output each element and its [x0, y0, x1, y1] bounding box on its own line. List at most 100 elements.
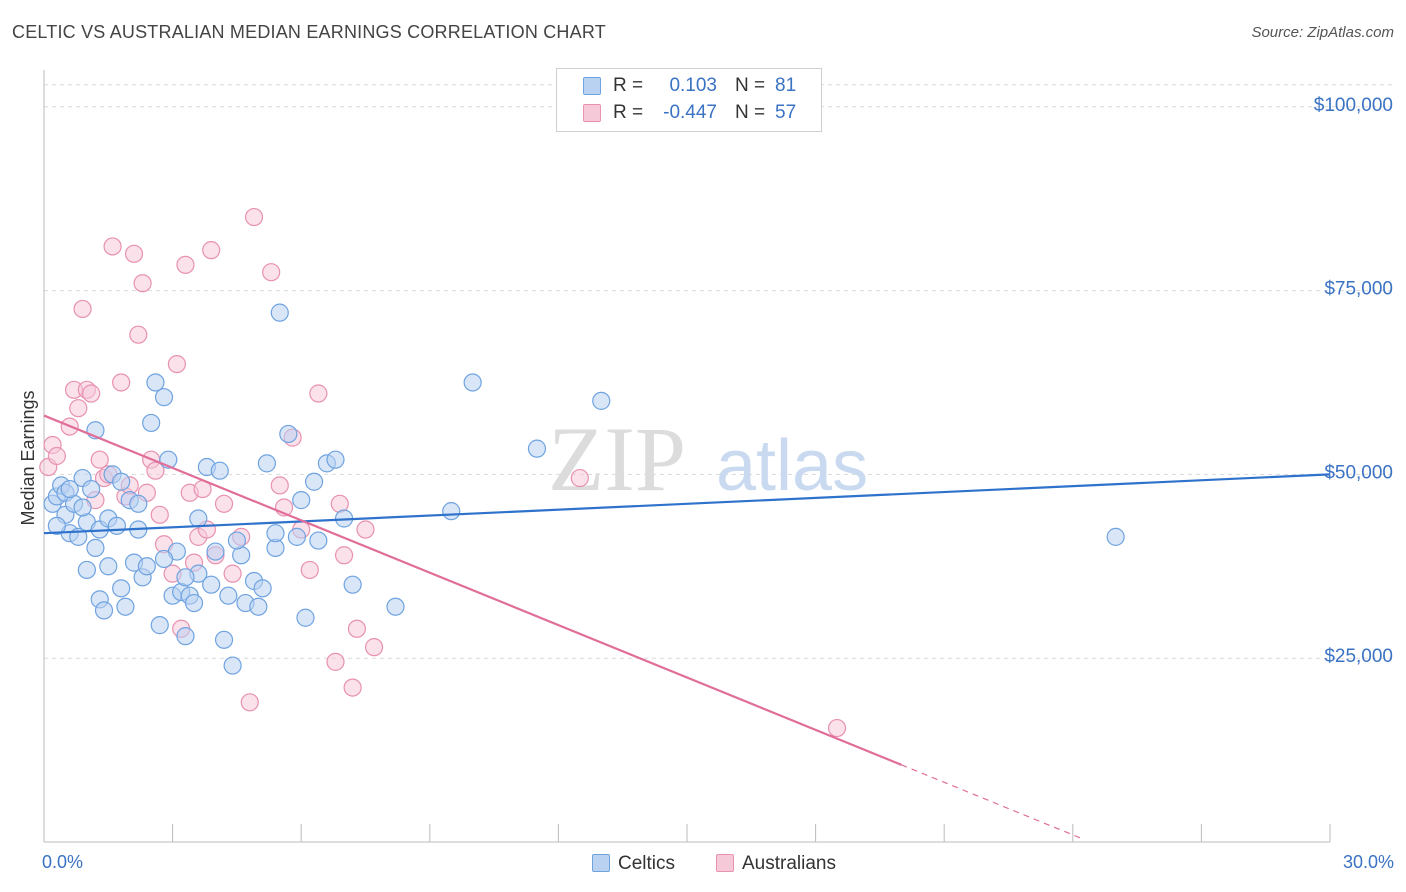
- celtics-point: [154, 388, 174, 407]
- celtics-point: [1106, 527, 1125, 546]
- australians-point: [82, 384, 101, 403]
- celtics-point: [107, 516, 126, 535]
- celtics-point: [116, 597, 135, 616]
- australians-point: [244, 207, 264, 227]
- celtics-point: [227, 531, 246, 550]
- australians-point: [262, 263, 281, 282]
- australians-point: [827, 718, 847, 738]
- celtics-point: [176, 627, 195, 646]
- bottom-legend-celtics[interactable]: Celtics: [592, 852, 675, 876]
- y-tick-labels: $25,000 $50,000 $75,000 $100,000: [1314, 95, 1393, 667]
- celtics-point: [60, 479, 79, 499]
- legend-row-australians: R = -0.447 N = 57: [557, 100, 821, 126]
- celtics-point: [142, 413, 161, 433]
- celtics-point: [184, 593, 204, 613]
- celtics-point: [463, 373, 482, 392]
- grid: [44, 84, 1392, 659]
- celtics-point: [249, 597, 268, 616]
- australians-point: [202, 241, 221, 260]
- legend-n-value: 57: [775, 102, 797, 123]
- y-tick-label: $100,000: [1314, 95, 1393, 116]
- legend-r-value: 0.103: [669, 75, 717, 96]
- celtics-point: [112, 579, 131, 598]
- celtics-point: [154, 549, 174, 569]
- legend-r-value: -0.447: [663, 102, 717, 123]
- australians-label: Australians: [742, 853, 836, 874]
- legend-swatch-blue: [583, 77, 601, 95]
- celtics-point: [223, 656, 242, 675]
- celtics-point: [210, 461, 229, 480]
- source-note: Source: ZipAtlas.com: [1251, 24, 1394, 41]
- australians-point: [133, 274, 152, 293]
- celtics-point: [304, 472, 324, 491]
- celtics-point: [386, 597, 405, 616]
- australians-point: [240, 693, 259, 712]
- celtics-point: [77, 560, 96, 580]
- legend-n-label: N =: [735, 75, 766, 96]
- watermark-atlas: atlas: [716, 426, 868, 506]
- celtics-point: [343, 575, 362, 594]
- chart-title: CELTIC VS AUSTRALIAN MEDIAN EARNINGS COR…: [12, 22, 606, 42]
- celtics-point: [253, 579, 272, 598]
- x-axis-min-label: 0.0%: [42, 852, 84, 872]
- celtics-point: [287, 527, 307, 546]
- x-axis-max-label: 30.0%: [1342, 852, 1394, 872]
- australians-point: [103, 237, 122, 256]
- celtics-point: [94, 601, 114, 620]
- australians-point: [90, 450, 109, 469]
- celtics-label: Celtics: [618, 853, 676, 874]
- australians-points: [39, 207, 847, 738]
- watermark-zip: ZIP: [548, 408, 686, 510]
- celtics-point: [129, 494, 148, 513]
- australians-point: [167, 354, 186, 374]
- celtics-point: [86, 538, 105, 558]
- celtics-point: [202, 575, 221, 594]
- australians-point: [570, 468, 589, 488]
- trend-lines: [43, 414, 1331, 839]
- y-tick-label: $50,000: [1324, 462, 1393, 483]
- celtics-point: [82, 479, 101, 499]
- celtics-point: [219, 586, 238, 605]
- celtics-point: [214, 630, 234, 649]
- celtics-point: [47, 516, 66, 535]
- australians-point: [124, 244, 144, 263]
- australians-point: [343, 678, 362, 697]
- legend-row-celtics: R = 0.103 N = 81: [557, 73, 821, 99]
- celtics-point: [296, 608, 315, 627]
- celtics-point: [73, 498, 92, 517]
- australians-point: [112, 373, 131, 392]
- australians-trend-line: [43, 414, 902, 766]
- axes: [43, 70, 1331, 843]
- celtics-point: [257, 454, 277, 473]
- y-tick-label: $25,000: [1324, 646, 1393, 667]
- celtics-point: [279, 424, 298, 444]
- celtics-point: [176, 568, 195, 587]
- bottom-legend-australians[interactable]: Australians: [716, 852, 836, 876]
- legend-n-label: N =: [735, 102, 766, 123]
- australians-point: [309, 384, 328, 403]
- australians-swatch: [716, 854, 734, 872]
- celtics-point: [527, 439, 547, 458]
- correlation-legend: R = 0.103 N = 81 R = -0.447 N = 57: [556, 68, 822, 132]
- australians-point: [300, 560, 319, 580]
- australians-point: [129, 325, 148, 344]
- australians-point: [347, 619, 367, 638]
- celtics-point: [270, 303, 289, 322]
- celtics-trend-line: [43, 473, 1331, 535]
- celtics-point: [137, 557, 156, 576]
- celtics-point: [292, 491, 311, 510]
- legend-r-label: R =: [613, 75, 644, 96]
- australians-point: [73, 299, 92, 319]
- australians-point: [176, 255, 195, 274]
- celtics-point: [189, 509, 208, 528]
- australians-point: [223, 564, 242, 583]
- celtics-point: [266, 524, 285, 543]
- australians-trend-extension: [901, 764, 1082, 839]
- australians-point: [69, 399, 88, 418]
- australians-point: [334, 546, 354, 565]
- celtics-point: [206, 542, 225, 561]
- legend-swatch-pink: [583, 104, 601, 122]
- celtics-point: [326, 450, 345, 469]
- australians-point: [270, 476, 289, 495]
